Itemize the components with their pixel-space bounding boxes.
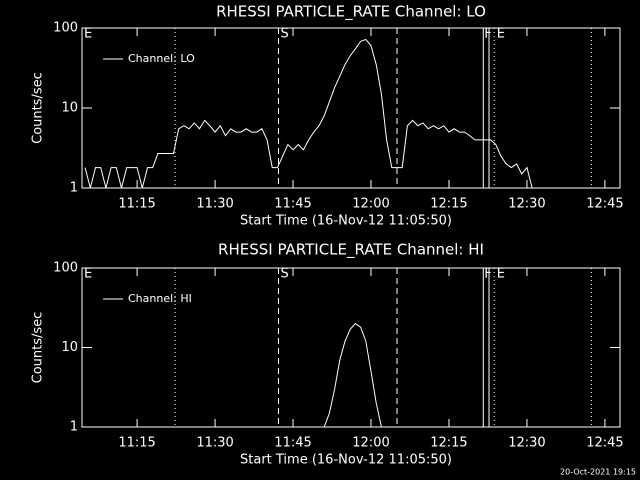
x-axis-label: Start Time (16-Nov-12 11:05:50) <box>240 453 452 468</box>
legend-label: Channel: HI <box>128 292 192 305</box>
data-line <box>84 38 553 188</box>
x-tick-label: 12:30 <box>508 436 545 451</box>
y-tick-label: 10 <box>61 340 78 355</box>
event-label: F <box>484 27 491 42</box>
x-tick-label: 11:45 <box>274 197 311 212</box>
event-label: S <box>281 267 289 282</box>
x-tick-label: 12:15 <box>430 436 467 451</box>
x-tick-label: 12:30 <box>508 197 545 212</box>
x-tick-label: 11:15 <box>118 436 155 451</box>
event-label: E <box>84 27 92 42</box>
y-tick-label: 100 <box>53 21 78 36</box>
y-tick-label: 100 <box>53 261 78 276</box>
event-label: F <box>484 267 491 282</box>
legend-label: Channel: LO <box>128 52 195 65</box>
y-axis-label: Counts/sec <box>31 312 46 384</box>
event-label: S <box>281 27 289 42</box>
data-line <box>323 322 382 427</box>
y-tick-label: 1 <box>70 181 78 196</box>
x-tick-label: 12:15 <box>430 197 467 212</box>
chart-title: RHESSI PARTICLE_RATE Channel: LO <box>216 3 486 22</box>
x-tick-label: 11:45 <box>274 436 311 451</box>
event-label: E <box>497 267 505 282</box>
x-tick-label: 12:00 <box>352 436 389 451</box>
x-tick-label: 12:00 <box>352 197 389 212</box>
event-label: E <box>84 267 92 282</box>
chart-title: RHESSI PARTICLE_RATE Channel: HI <box>218 241 484 260</box>
x-tick-label: 11:15 <box>118 197 155 212</box>
x-tick-label: 11:30 <box>196 197 233 212</box>
x-tick-label: 11:30 <box>196 436 233 451</box>
y-tick-label: 10 <box>61 101 78 116</box>
x-tick-label: 12:45 <box>586 197 623 212</box>
y-axis-label: Counts/sec <box>31 72 46 144</box>
y-tick-label: 1 <box>70 420 78 435</box>
x-tick-label: 12:45 <box>586 436 623 451</box>
x-axis-label: Start Time (16-Nov-12 11:05:50) <box>240 214 452 229</box>
event-label: E <box>497 27 505 42</box>
timestamp: 20-Oct-2021 19:15 <box>560 468 636 477</box>
